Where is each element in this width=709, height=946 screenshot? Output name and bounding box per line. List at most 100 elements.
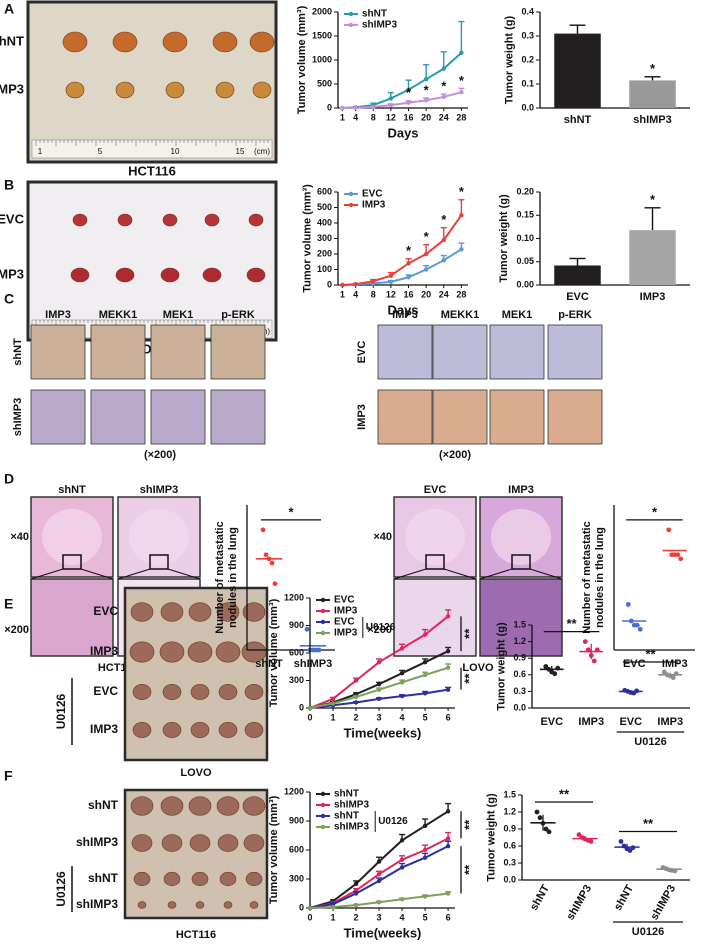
ihc-image — [377, 389, 433, 445]
y-tick-label: 0.3 — [513, 686, 526, 696]
point — [388, 279, 394, 285]
significance-label: ** — [461, 673, 476, 684]
point — [546, 829, 552, 835]
point — [441, 94, 446, 100]
legend-label: EVC — [334, 595, 355, 606]
point — [376, 659, 382, 665]
tumor — [195, 901, 205, 909]
ihc-image — [90, 324, 146, 380]
point — [423, 98, 429, 103]
point — [588, 839, 594, 844]
tumor — [160, 602, 184, 622]
point — [459, 89, 464, 95]
x-tick-label: 1 — [331, 712, 336, 722]
series-line — [342, 214, 463, 286]
x-tick-label: IMP3 — [657, 716, 683, 728]
tumor — [160, 267, 180, 283]
point — [399, 865, 405, 870]
point — [441, 66, 446, 71]
y-axis-title: Tumor weight (g) — [503, 15, 515, 104]
point — [441, 258, 446, 263]
point — [272, 581, 278, 587]
x-tick-label: 5 — [423, 912, 428, 922]
point — [459, 50, 464, 55]
point — [422, 847, 428, 853]
point — [399, 857, 405, 862]
tumor — [162, 722, 182, 738]
point — [423, 77, 429, 82]
histology-image — [393, 578, 477, 657]
point — [371, 278, 376, 284]
point — [459, 247, 464, 252]
y-axis-title: Tumor weight (g) — [485, 793, 497, 882]
x-tick-label: IMP3 — [640, 291, 666, 303]
tumor — [218, 684, 238, 700]
y-tick-label: 0.4 — [521, 6, 534, 16]
point — [269, 560, 275, 566]
y-tick-label: 1000 — [312, 54, 332, 64]
tumor — [161, 834, 183, 852]
y-tick-label: 0 — [327, 279, 332, 289]
series-line — [342, 91, 462, 109]
x-tick-label: 6 — [446, 712, 451, 722]
tumor — [246, 267, 266, 283]
y-tick-label: 0.6 — [503, 840, 516, 850]
x-tick-label: shNT — [564, 114, 592, 126]
annotation: * — [650, 61, 656, 76]
point — [422, 632, 428, 637]
x-tick-label: 5 — [423, 712, 428, 722]
point — [422, 894, 428, 899]
point — [353, 678, 359, 683]
tumor — [204, 213, 220, 227]
tumor — [160, 796, 184, 816]
caption: LOVO — [180, 767, 212, 779]
column-label: p-ERK — [558, 309, 592, 321]
legend-label: shNT — [334, 811, 359, 822]
row-label: IMP3 — [356, 404, 368, 430]
point — [388, 102, 394, 108]
legend-label: shIMP3 — [334, 800, 369, 811]
point — [445, 843, 451, 849]
tumor — [202, 267, 222, 283]
y-tick-label: 600 — [289, 844, 304, 854]
legend-marker — [348, 22, 354, 28]
row-label: shNT — [88, 798, 119, 812]
point — [423, 251, 429, 257]
x-tick-label: shNT — [255, 658, 283, 670]
point — [399, 693, 405, 699]
point — [353, 694, 359, 700]
x-tick-label: 8 — [371, 112, 376, 122]
point — [399, 680, 405, 685]
point — [422, 823, 428, 829]
tumor — [130, 796, 154, 816]
ihc-image — [377, 324, 433, 380]
y-tick-label: 0.0 — [503, 874, 516, 884]
x-tick-label: EVC — [619, 716, 642, 728]
legend-label: IMP3 — [334, 628, 358, 639]
tumor — [217, 834, 239, 852]
legend-label: shIMP3 — [334, 822, 369, 833]
bar — [629, 80, 676, 108]
significance-label: ** — [461, 864, 476, 875]
caption: LOVO — [462, 662, 494, 674]
point — [445, 809, 451, 814]
x-tick-label: EVC — [540, 716, 563, 728]
x-tick-label: EVC — [566, 291, 589, 303]
y-tick-label: 0.2 — [521, 54, 534, 64]
legend-label: EVC — [334, 617, 355, 628]
zoom-line — [443, 568, 477, 580]
x-tick-label: IMP3 — [578, 716, 604, 728]
x-axis-title: Days — [387, 125, 418, 140]
tumor — [112, 31, 138, 53]
point — [666, 527, 672, 533]
x-tick-label: 16 — [404, 112, 414, 122]
point — [576, 832, 582, 838]
panel-letter: C — [4, 291, 14, 307]
y-tick-label: 0.3 — [503, 857, 516, 867]
x-tick-label: 20 — [421, 289, 431, 299]
point — [445, 665, 451, 670]
y-tick-label: 0.9 — [513, 653, 526, 663]
point — [441, 237, 446, 243]
point — [376, 900, 382, 905]
point — [330, 701, 336, 706]
